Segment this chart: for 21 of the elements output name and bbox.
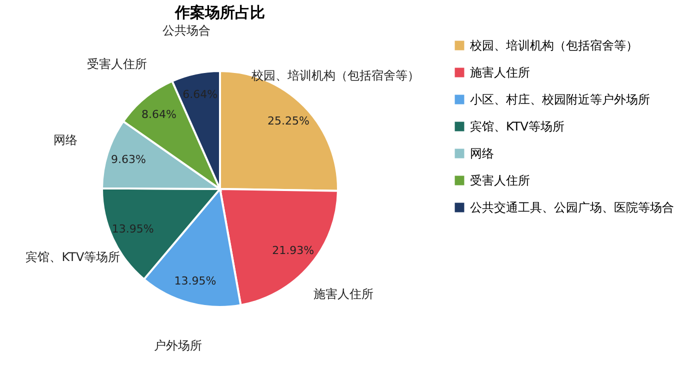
data-label: 8.64% — [142, 108, 176, 121]
text: 户外场所 — [154, 338, 202, 352]
legend-label: 公共交通工具、公园广场、医院等场合 — [470, 200, 674, 214]
text: 宾馆、KTV等场所 — [26, 250, 120, 264]
text: 施害人住所 — [313, 286, 374, 301]
legend-label: 宾馆、KTV等场所 — [470, 120, 564, 134]
data-label: 9.63% — [111, 152, 146, 166]
chart-title: 作案场所占比 — [174, 4, 265, 22]
data-label: 21.93% — [272, 244, 314, 258]
data-label: 25.25% — [267, 114, 310, 128]
data-label: 6.64% — [182, 88, 218, 102]
legend-label: 施害人住所 — [470, 66, 530, 80]
legend-label: 网络 — [470, 146, 494, 160]
text: 网络 — [54, 132, 78, 147]
legend-label: 小区、村庄、校园附近等户外场所 — [470, 92, 650, 106]
text: 受害人住所 — [87, 56, 148, 71]
text: 公共场合 — [162, 24, 210, 38]
data-label: 13.95% — [112, 222, 154, 236]
legend-label: 受害人住所 — [470, 174, 530, 188]
legend-label: 校园、培训机构（包括宿舍等） — [469, 38, 638, 52]
data-label: 13.95% — [174, 274, 216, 288]
